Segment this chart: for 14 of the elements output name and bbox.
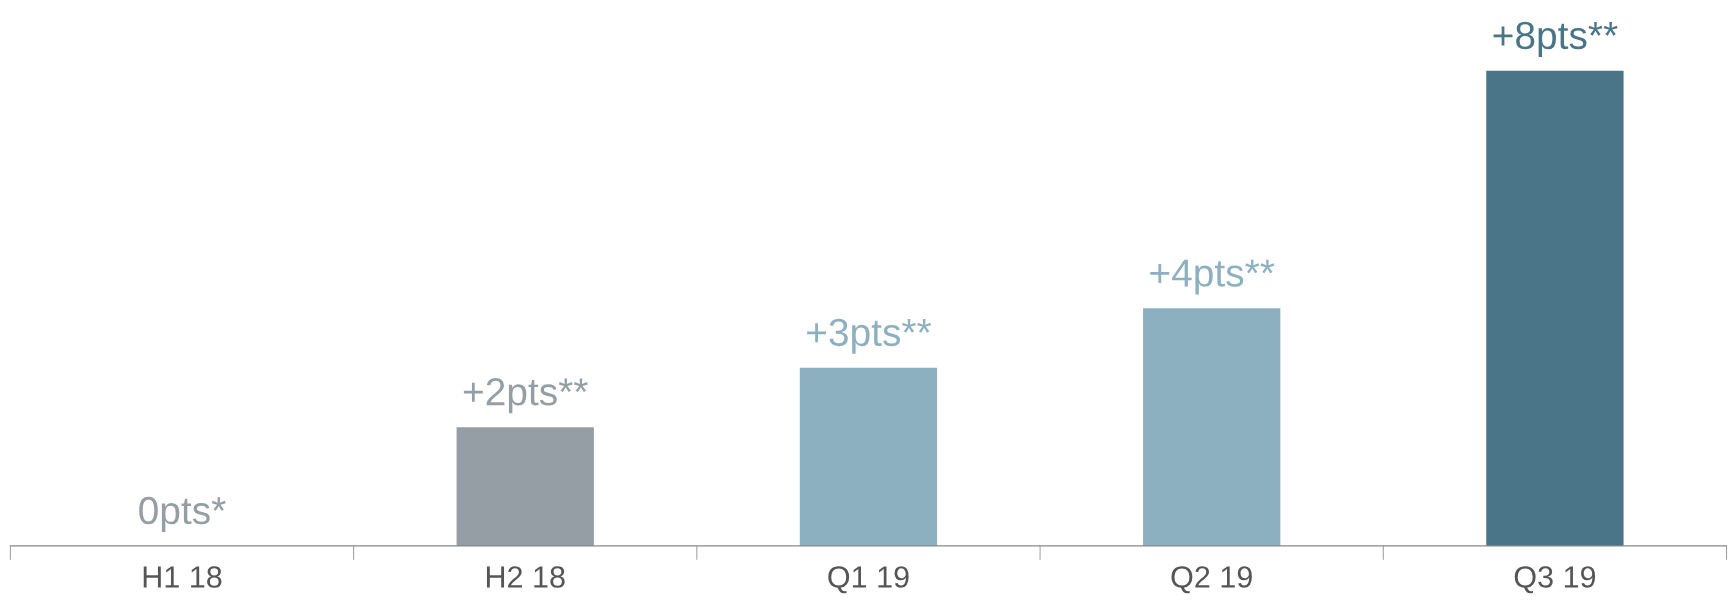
- x-tick-label: H2 18: [486, 566, 565, 588]
- x-tick-label: Q3 19: [1514, 566, 1596, 594]
- data-label: +8pts**: [1493, 21, 1618, 57]
- x-tick-label: Q2 19: [1171, 566, 1252, 594]
- bar: [456, 427, 594, 546]
- data-label: +4pts**: [1150, 259, 1275, 295]
- data-label: 0pts*: [139, 496, 226, 533]
- bar: [799, 367, 938, 546]
- bar: [1486, 70, 1624, 546]
- x-tick-label: H1 18: [143, 566, 222, 588]
- bar: [1143, 308, 1281, 546]
- data-label: +2pts**: [463, 378, 588, 414]
- x-tick-label: Q1 19: [828, 566, 909, 594]
- data-label: +3pts**: [807, 318, 932, 354]
